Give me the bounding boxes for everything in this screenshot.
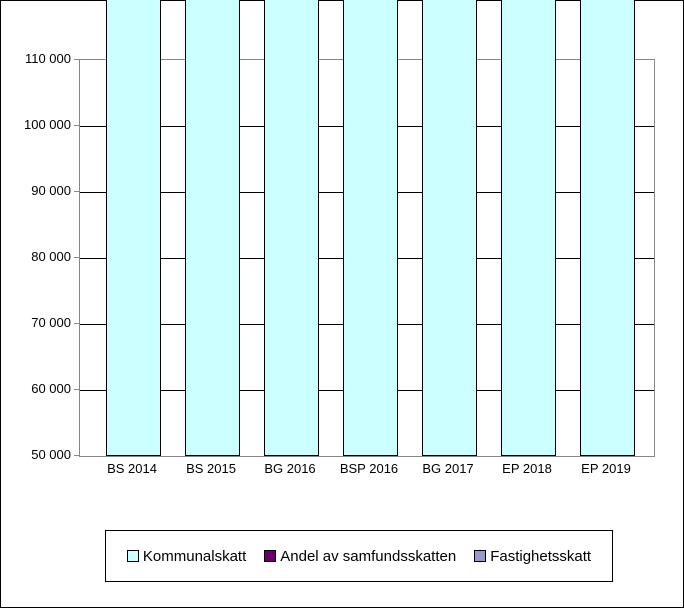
xtick-label: BS 2015 <box>186 461 236 476</box>
ytick-label: 50 000 <box>11 447 71 462</box>
xtick-label: BSP 2016 <box>340 461 398 476</box>
xtick-label: EP 2018 <box>502 461 552 476</box>
ytick-label: 60 000 <box>11 381 71 396</box>
bar-segment <box>580 0 635 456</box>
legend-swatch <box>127 550 139 562</box>
ytick-label: 90 000 <box>11 183 71 198</box>
bar-segment <box>185 0 240 456</box>
legend-swatch <box>474 550 486 562</box>
ytick <box>74 389 79 390</box>
ytick <box>74 191 79 192</box>
legend-item: Kommunalskatt <box>127 548 246 565</box>
legend-label: Kommunalskatt <box>143 548 246 565</box>
legend-label: Fastighetsskatt <box>490 548 591 565</box>
legend: Kommunalskatt Andel av samfundsskatten Fas… <box>105 530 613 582</box>
bar-segment <box>422 0 477 456</box>
ytick-label: 80 000 <box>11 249 71 264</box>
bar-segment <box>106 0 161 456</box>
chart-container: Kommunalskatt Andel av samfundsskatten Fas… <box>0 0 684 608</box>
ytick-label: 100 000 <box>11 117 71 132</box>
ytick <box>74 323 79 324</box>
ytick <box>74 257 79 258</box>
legend-item: Fastighetsskatt <box>474 548 591 565</box>
xtick-label: BG 2017 <box>422 461 473 476</box>
legend-swatch <box>264 550 276 562</box>
ytick <box>74 59 79 60</box>
bar-segment <box>501 0 556 456</box>
xtick-label: BG 2016 <box>264 461 315 476</box>
legend-label: Andel av samfundsskatten <box>280 548 456 565</box>
xtick-label: BS 2014 <box>107 461 157 476</box>
bar-segment <box>343 0 398 456</box>
ytick <box>74 125 79 126</box>
bar-segment <box>264 0 319 456</box>
ytick <box>74 455 79 456</box>
legend-item: Andel av samfundsskatten <box>264 548 456 565</box>
plot-area <box>79 59 655 457</box>
ytick-label: 70 000 <box>11 315 71 330</box>
xtick-label: EP 2019 <box>581 461 631 476</box>
ytick-label: 110 000 <box>11 51 71 66</box>
